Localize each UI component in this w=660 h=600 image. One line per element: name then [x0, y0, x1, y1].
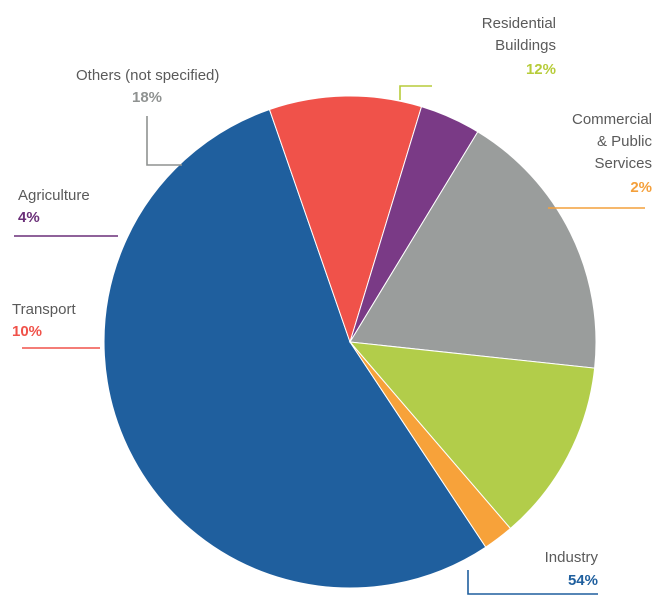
- pie-slices: [103, 95, 597, 589]
- pie-slice-industry: [103, 108, 487, 589]
- pie-slice-transport: [268, 95, 423, 344]
- label-industry-value: 54%: [568, 572, 598, 589]
- label-residential-name-1: Residential: [482, 15, 556, 32]
- label-commercial-name-2: & Public: [597, 133, 653, 150]
- pie-slice-commercial-public-services: [349, 341, 512, 548]
- pie-slice-others-not-specified: [349, 131, 597, 369]
- label-commercial-name-1: Commercial: [572, 111, 652, 128]
- label-commercial-name-3: Services: [594, 155, 652, 172]
- leader-line-industry: [467, 570, 598, 595]
- label-agriculture-name: Agriculture: [18, 187, 90, 204]
- label-transport-value: 10%: [12, 323, 42, 340]
- leader-line-residential: [399, 85, 432, 100]
- label-others-name: Others (not specified): [76, 67, 219, 84]
- label-residential-value: 12%: [526, 61, 556, 78]
- label-agriculture-value: 4%: [18, 209, 40, 226]
- leader-line-others: [146, 116, 182, 166]
- label-transport-name: Transport: [12, 301, 76, 318]
- label-industry-name: Industry: [545, 549, 599, 566]
- label-residential-name-2: Buildings: [495, 37, 556, 54]
- label-commercial-value: 2%: [630, 179, 652, 196]
- pie-slice-residential-buildings: [348, 341, 596, 530]
- label-others-value: 18%: [132, 89, 162, 106]
